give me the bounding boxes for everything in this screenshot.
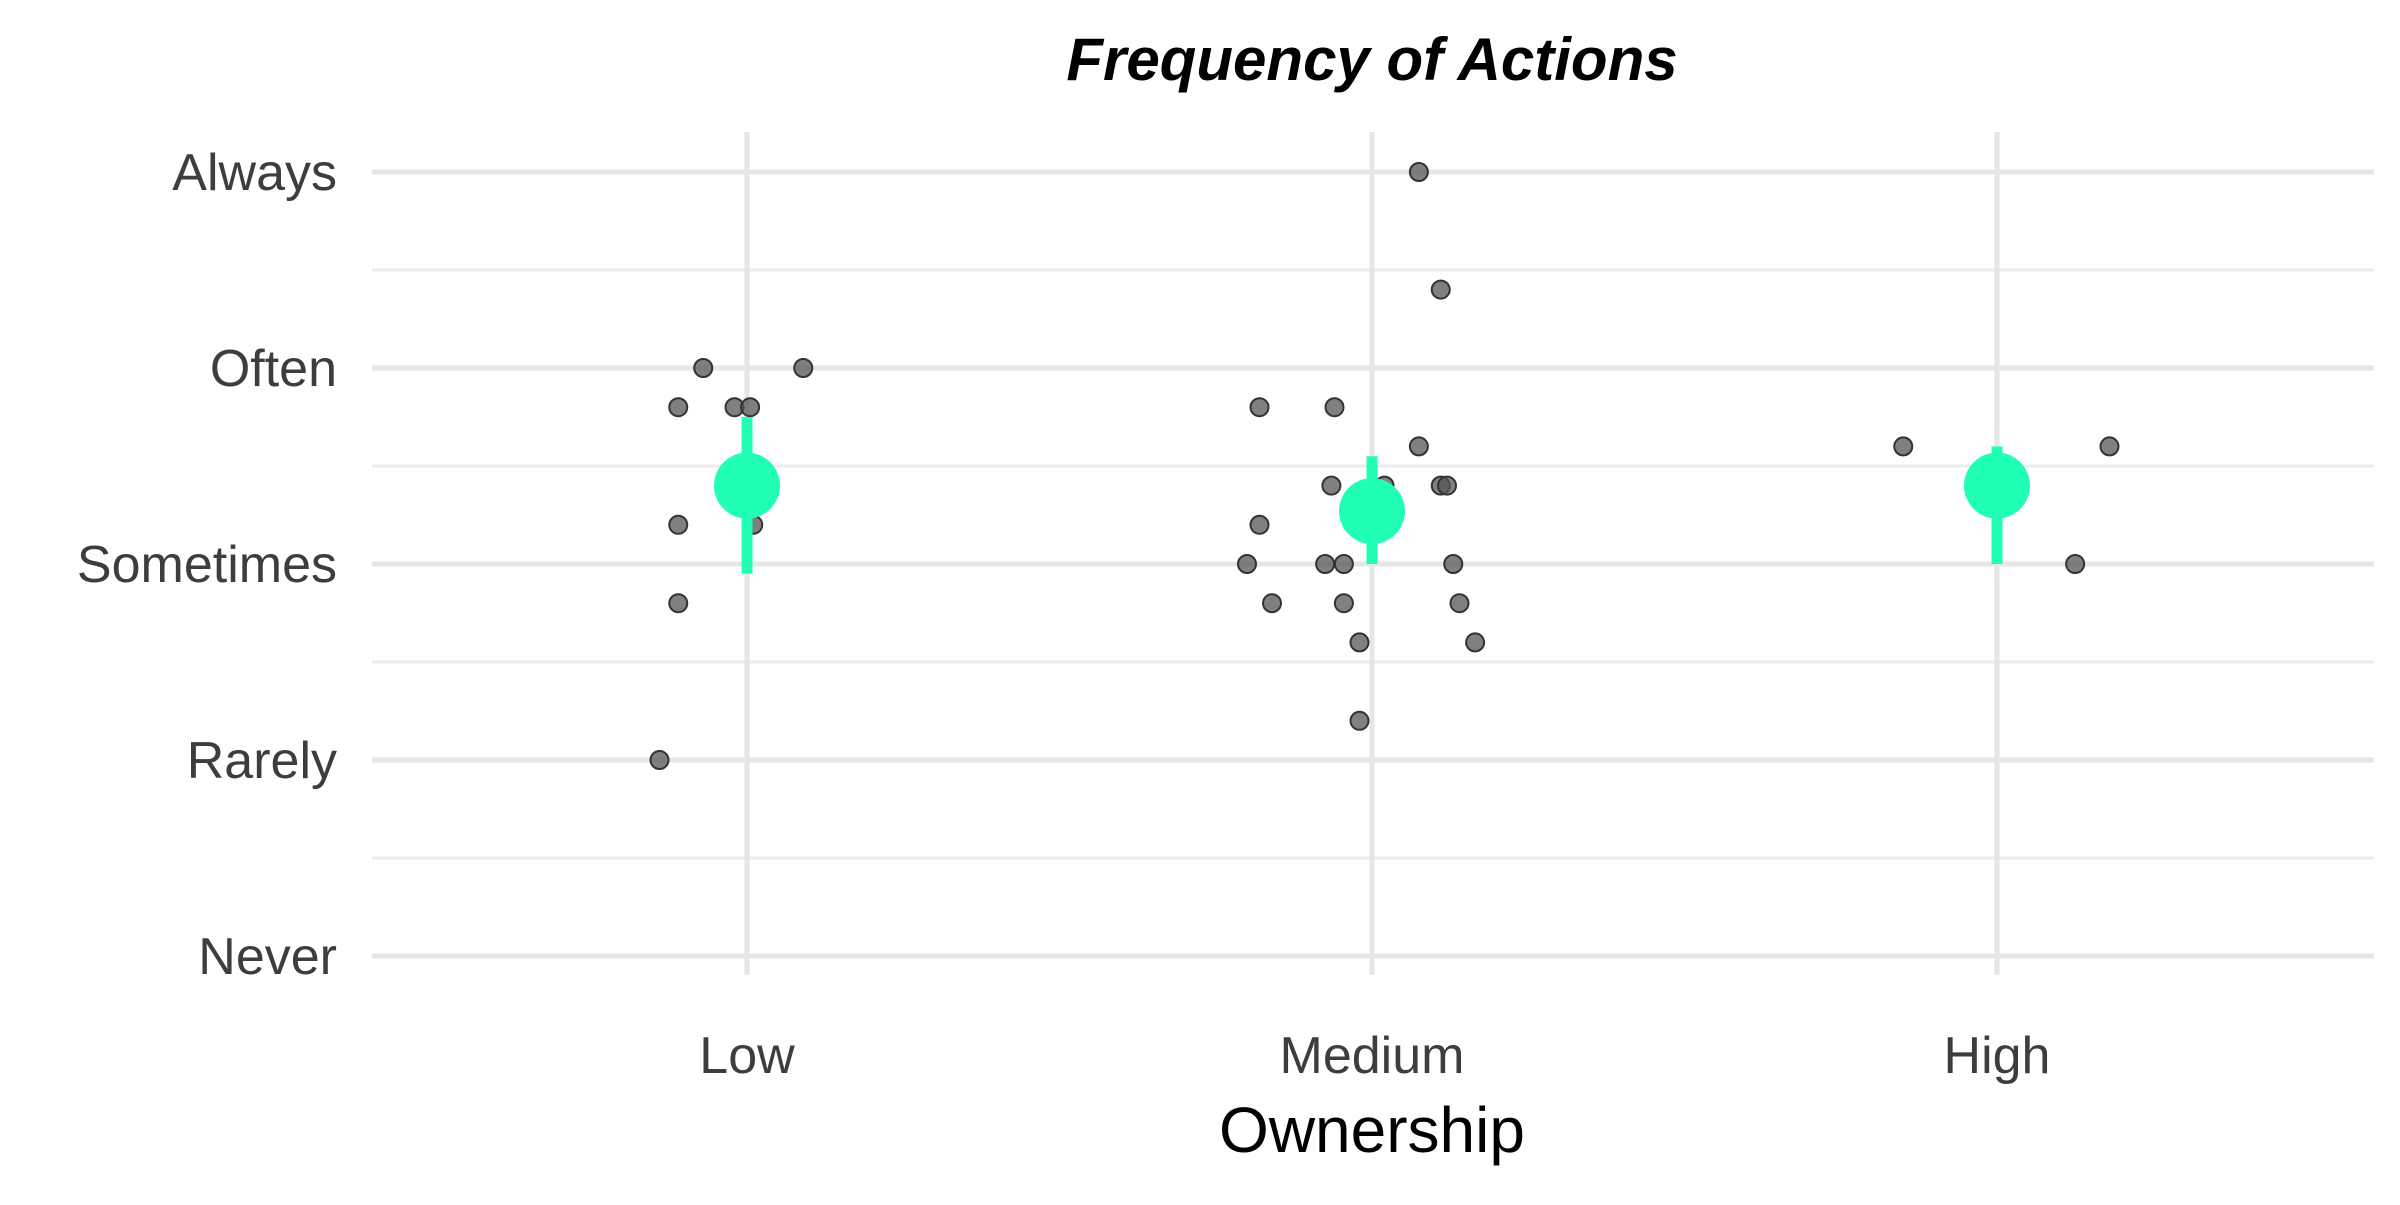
data-point	[1262, 593, 1282, 614]
mean-point	[714, 452, 780, 519]
summary-layer	[714, 417, 2030, 574]
data-point	[1249, 397, 1270, 418]
data-point	[1324, 397, 1345, 418]
data-point	[693, 358, 714, 378]
y-tick-label: Sometimes	[77, 536, 337, 594]
data-point	[1333, 593, 1354, 614]
data-point	[793, 358, 814, 378]
data-point	[1408, 162, 1429, 182]
data-point	[1315, 554, 1336, 574]
data-point	[1333, 554, 1354, 574]
data-point	[1349, 710, 1370, 731]
data-point	[1249, 514, 1270, 535]
data-point	[1349, 632, 1370, 653]
x-tick-label: High	[1944, 1027, 2051, 1085]
data-point	[649, 750, 670, 770]
data-point	[1437, 475, 1457, 496]
points-layer	[649, 162, 2120, 770]
mean-point	[1339, 478, 1405, 545]
x-axis-title: Ownership	[1219, 1094, 1525, 1166]
x-tick-label: Medium	[1280, 1027, 1465, 1085]
data-point	[1430, 279, 1451, 300]
data-point	[1893, 436, 1914, 457]
y-tick-label: Always	[172, 144, 337, 202]
y-axis-tick-labels: Never Rarely Sometimes Often Always	[77, 144, 337, 986]
data-point	[668, 397, 689, 418]
y-tick-label: Rarely	[187, 732, 337, 790]
chart-title: Frequency of Actions	[1066, 26, 1677, 93]
data-point	[668, 593, 689, 614]
y-tick-label: Often	[210, 340, 337, 398]
data-point	[1321, 475, 1342, 496]
mean-point	[1964, 452, 2030, 519]
y-tick-label: Never	[198, 928, 337, 986]
data-point	[1443, 554, 1464, 574]
data-point	[1465, 632, 1486, 653]
data-point	[2099, 436, 2120, 457]
data-point	[668, 514, 689, 535]
data-point	[2065, 554, 2086, 574]
data-point	[1237, 554, 1257, 574]
data-point	[1408, 436, 1429, 457]
data-point	[1449, 593, 1470, 614]
grid-layer	[372, 132, 2374, 975]
x-axis-tick-labels: Low Medium High	[699, 1027, 2050, 1085]
data-point	[740, 397, 761, 418]
x-tick-label: Low	[699, 1027, 795, 1085]
